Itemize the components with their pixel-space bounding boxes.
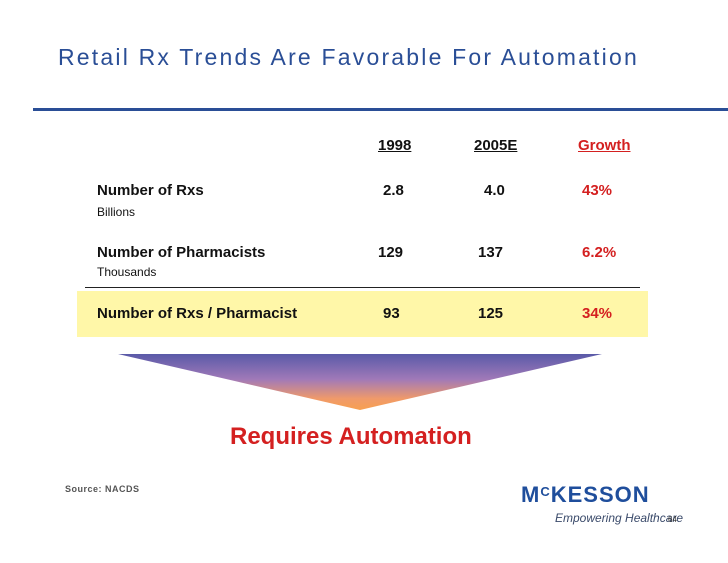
value-pharmacists-2005: 137: [478, 244, 504, 261]
value-ratio-2005: 125: [478, 305, 504, 322]
table-divider: [85, 287, 640, 288]
value-pharmacists-growth: 6.2%: [582, 244, 617, 261]
logo-tagline: Empowering Healthcare: [555, 511, 684, 525]
row-sublabel-pharmacists: Thousands: [97, 265, 157, 279]
row-sublabel-rxs: Billions: [97, 205, 136, 219]
value-ratio-growth: 34%: [582, 305, 613, 322]
logo-c: C: [540, 484, 551, 499]
value-rxs-growth: 43%: [582, 182, 613, 199]
value-pharmacists-1998: 129: [378, 244, 404, 261]
mckesson-logo: MCKESSON: [521, 482, 650, 508]
value-ratio-1998: 93: [383, 305, 400, 322]
logo-m: M: [521, 482, 541, 507]
highlight-row: [77, 291, 648, 337]
page-number: 64: [668, 515, 677, 524]
requires-automation-text: Requires Automation: [230, 423, 472, 450]
header-growth: Growth: [578, 137, 631, 154]
value-rxs-1998: 2.8: [383, 182, 404, 199]
value-rxs-2005: 4.0: [484, 182, 505, 199]
row-label-rxs-per-pharmacist: Number of Rxs / Pharmacist: [97, 305, 298, 322]
slide-title: Retail Rx Trends Are Favorable For Autom…: [58, 44, 639, 70]
row-label-pharmacists: Number of Pharmacists: [97, 244, 266, 261]
logo-kesson: KESSON: [550, 482, 650, 507]
title-underline: [33, 108, 728, 111]
header-1998: 1998: [378, 137, 412, 154]
source-note: Source: NACDS: [65, 484, 140, 494]
down-arrow-graphic: [118, 354, 602, 410]
row-label-rxs: Number of Rxs: [97, 182, 204, 199]
header-2005e: 2005E: [474, 137, 518, 154]
